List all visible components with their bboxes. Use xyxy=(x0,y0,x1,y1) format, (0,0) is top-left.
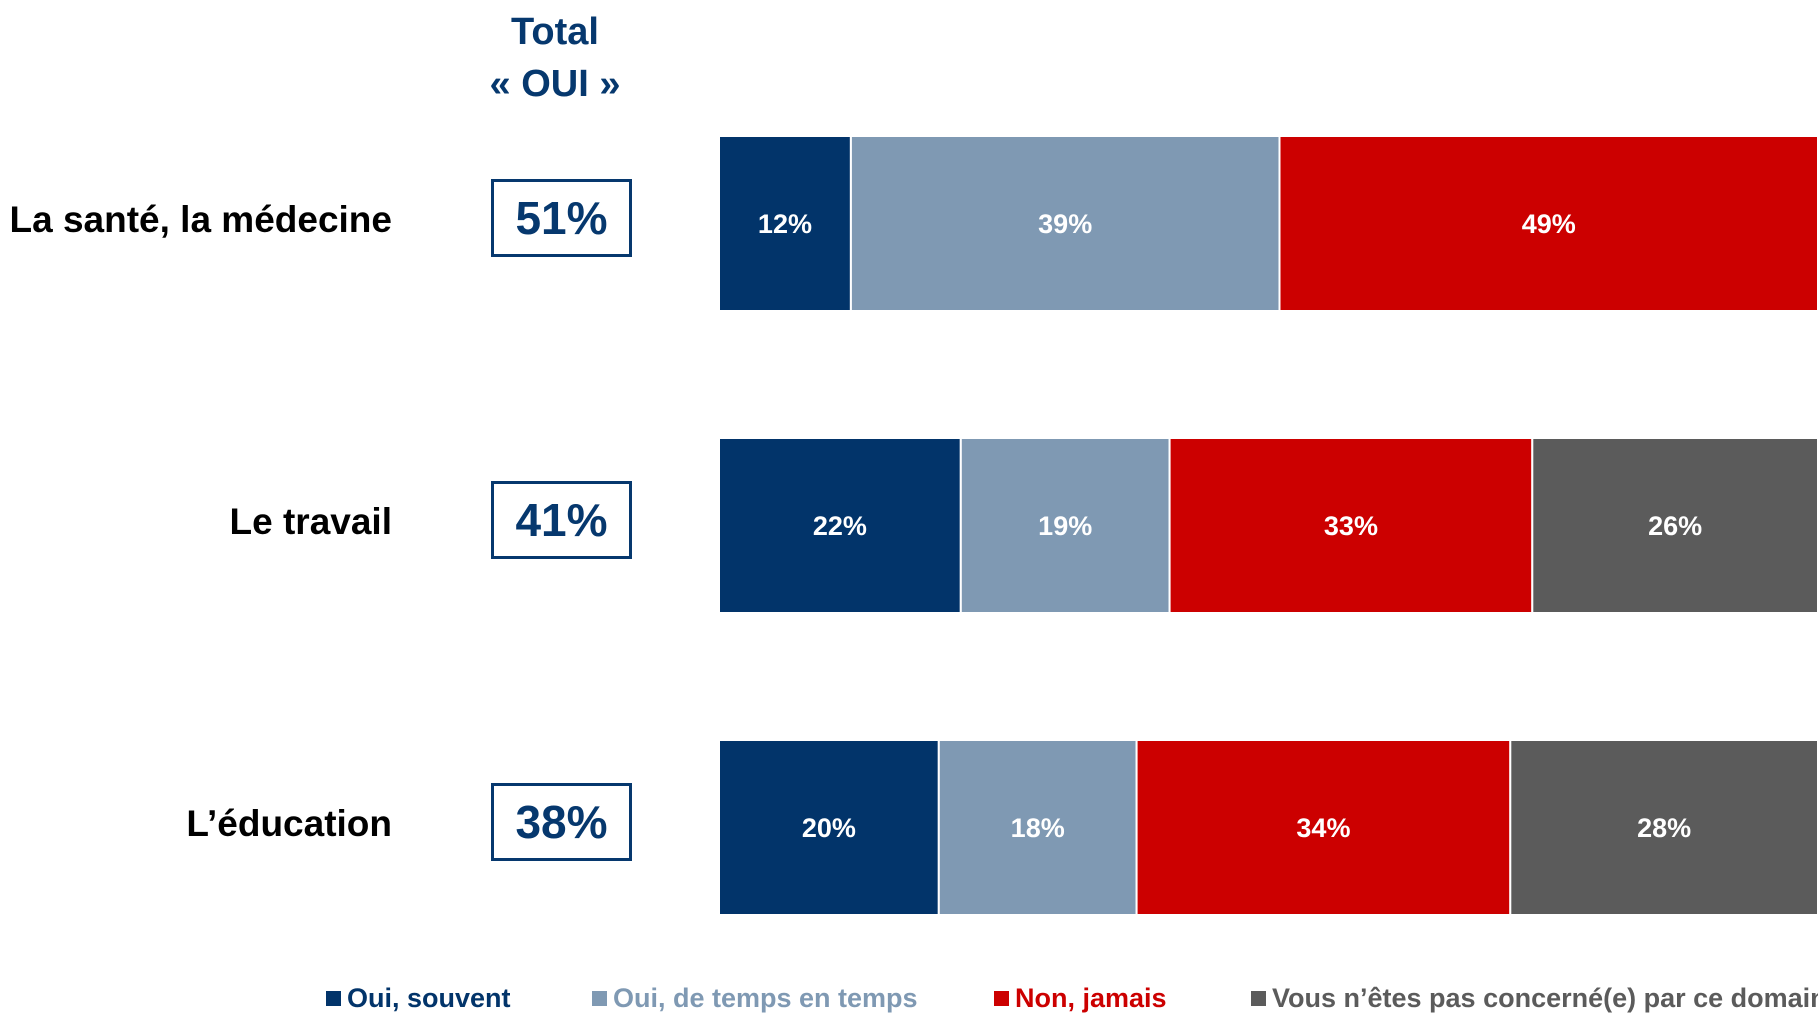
legend-label: Oui, de temps en temps xyxy=(613,983,918,1013)
data-label: 22% xyxy=(719,511,961,541)
legend-item: Oui, de temps en temps xyxy=(592,980,918,1016)
total-oui-box: 38% xyxy=(491,783,632,861)
data-label: 12% xyxy=(719,209,851,239)
legend-item: Non, jamais xyxy=(994,980,1167,1016)
legend-swatch xyxy=(994,991,1009,1006)
legend-swatch xyxy=(592,991,607,1006)
data-label: 28% xyxy=(1510,813,1818,843)
legend-label: Non, jamais xyxy=(1015,983,1167,1013)
data-label: 34% xyxy=(1137,813,1511,843)
legend-swatch xyxy=(1251,991,1266,1006)
legend-item: Oui, souvent xyxy=(326,980,511,1016)
data-label: 49% xyxy=(1280,209,1818,239)
data-label: 26% xyxy=(1532,511,1818,541)
legend: Oui, souvent Oui, de temps en temps Non, j… xyxy=(0,980,1818,1015)
legend-swatch xyxy=(326,991,341,1006)
data-label: 18% xyxy=(939,813,1137,843)
category-label: L’éducation xyxy=(0,801,392,847)
category-label: Le travail xyxy=(0,499,392,545)
legend-item: Vous n’êtes pas concerné(e) par ce domai… xyxy=(1251,980,1818,1016)
legend-label: Vous n’êtes pas concerné(e) par ce domai… xyxy=(1272,983,1818,1013)
data-label: 19% xyxy=(961,511,1170,541)
data-label: 20% xyxy=(719,813,939,843)
data-label: 39% xyxy=(851,209,1280,239)
total-oui-box: 41% xyxy=(491,481,632,559)
legend-label: Oui, souvent xyxy=(347,983,511,1013)
category-label: La santé, la médecine xyxy=(0,197,392,243)
data-label: 33% xyxy=(1170,511,1533,541)
total-oui-box: 51% xyxy=(491,179,632,257)
